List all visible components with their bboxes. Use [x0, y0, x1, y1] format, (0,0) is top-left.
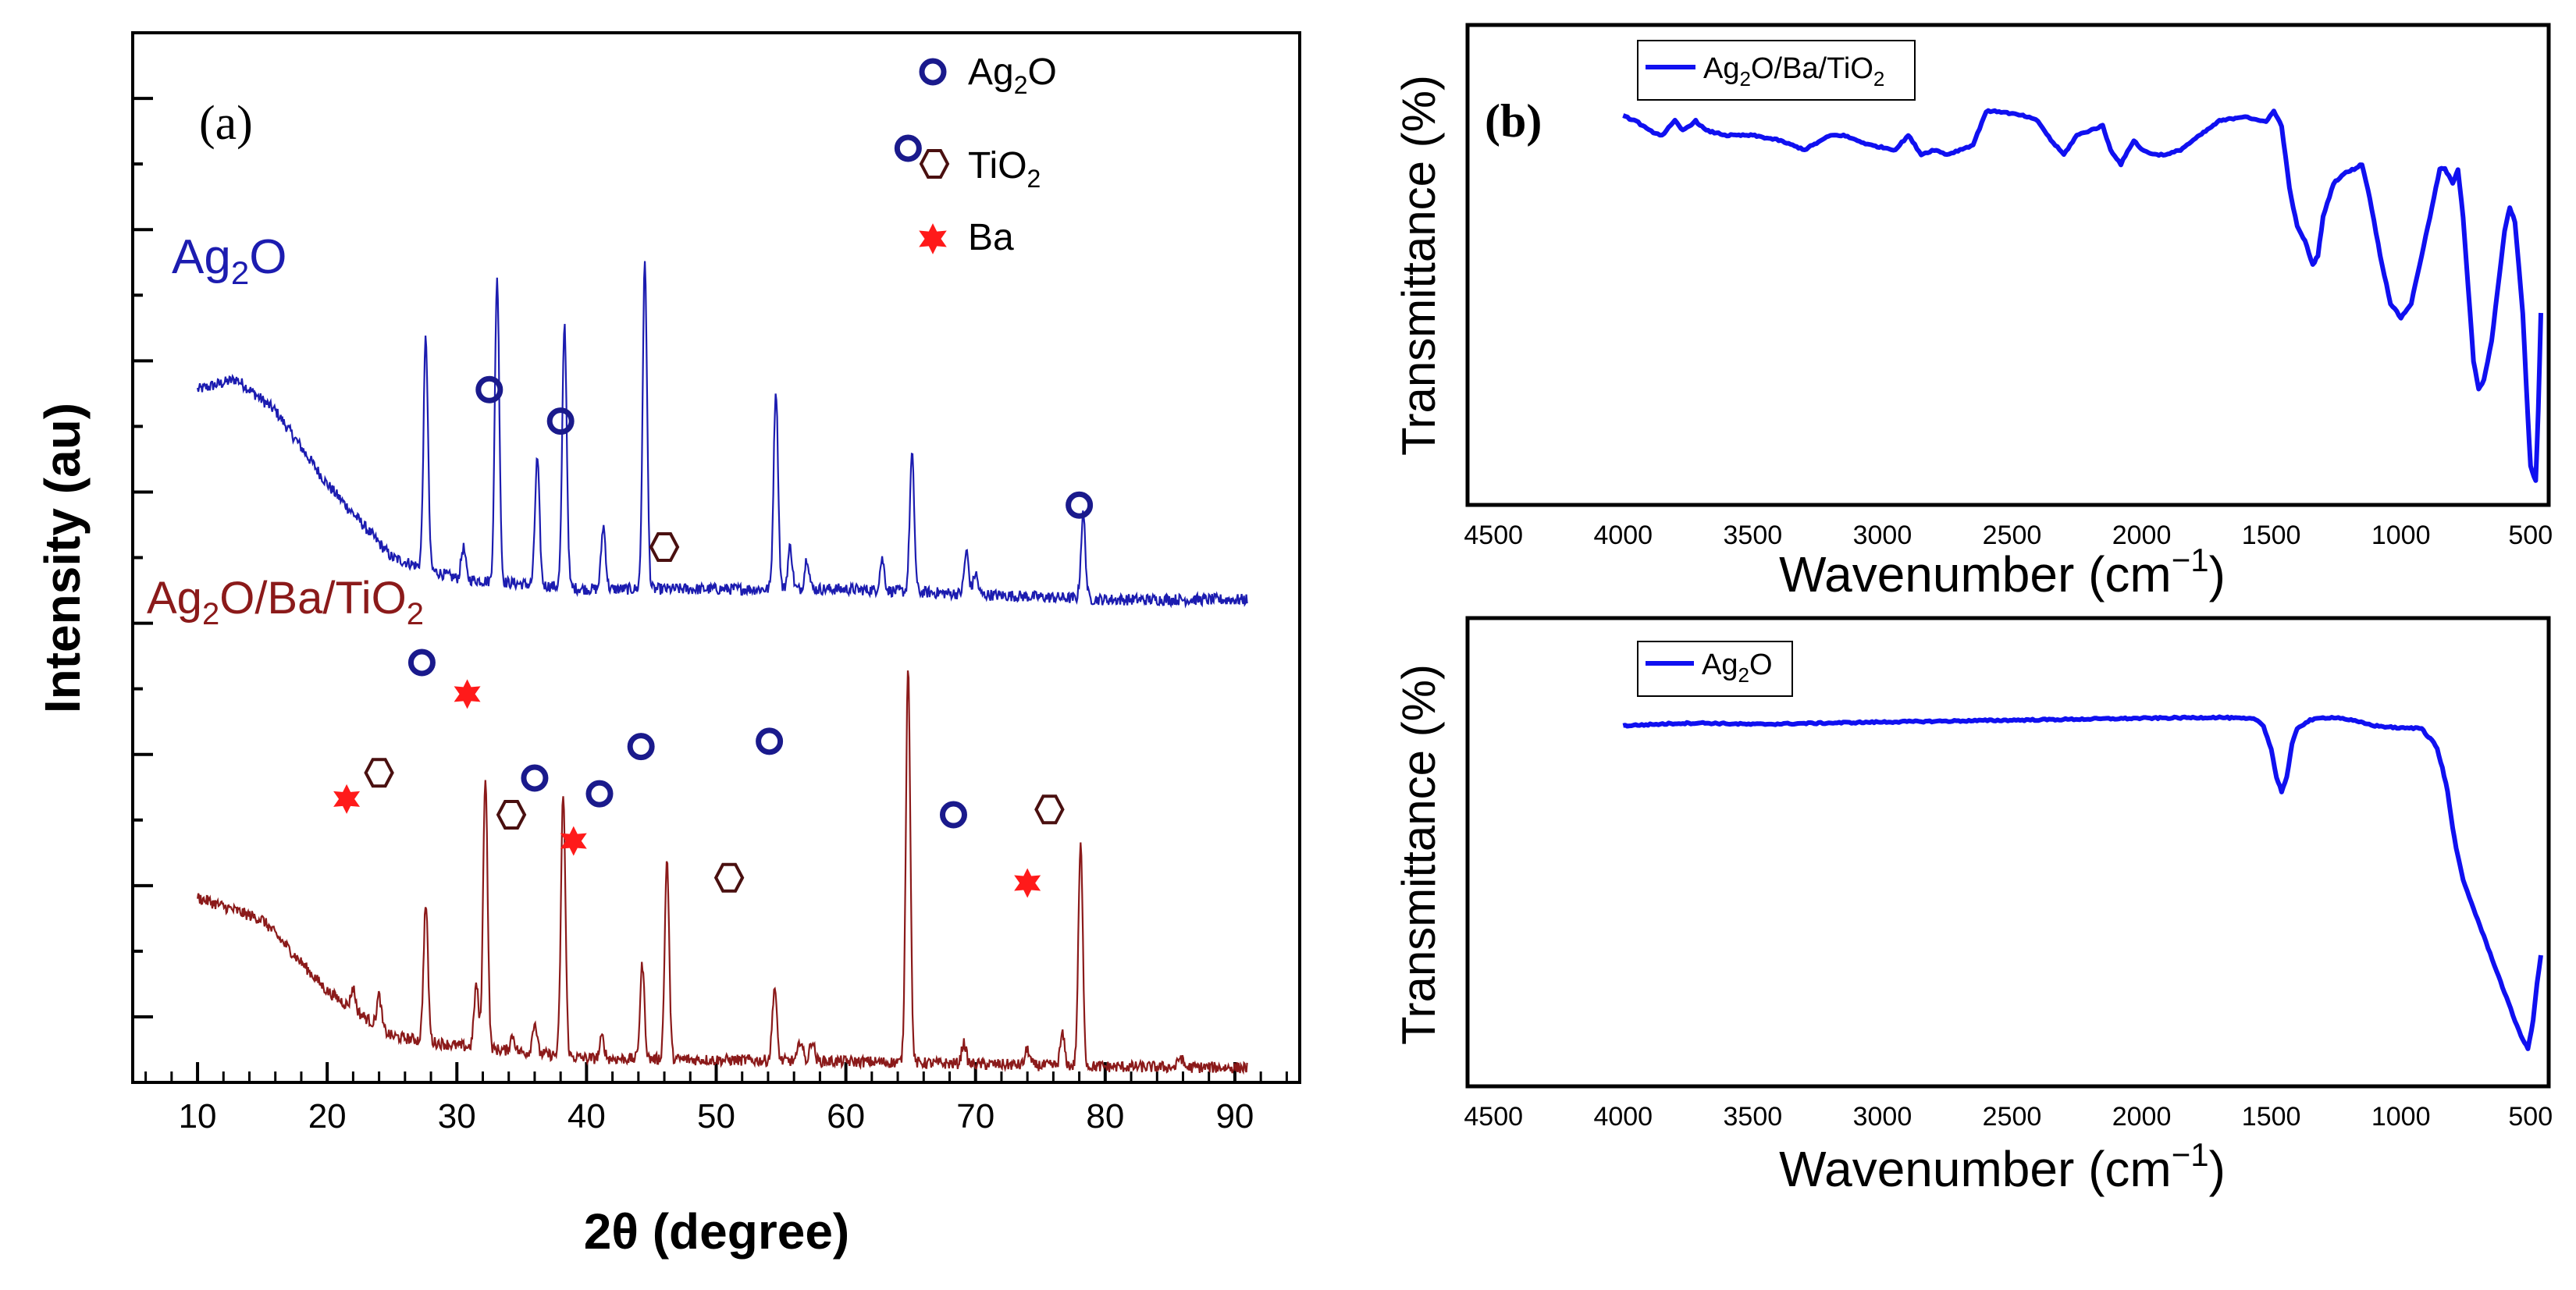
xrd-hexagon-marker	[649, 532, 680, 563]
xrd-series-lines	[197, 261, 1248, 1075]
xrd-series-line-ag2o	[197, 261, 1248, 609]
ftir-ag2o-series-line	[1622, 714, 2543, 1051]
ftir-composite-x-tick-label: 1000	[2371, 521, 2431, 550]
ftir-ag2o-x-tick-label: 2000	[2112, 1102, 2172, 1132]
xrd-series-line-composite	[197, 670, 1248, 1075]
xrd-plot-frame	[131, 31, 1301, 1084]
ftir-composite-x-ticks: 4500 4000 3500 3000 2500 2000 1500 1000 500	[1464, 521, 2553, 550]
xrd-hexagon-marker	[714, 862, 745, 893]
xrd-x-tick-label: 60	[827, 1097, 865, 1135]
xrd-circle-marker	[942, 804, 964, 826]
xrd-circle-marker	[630, 736, 652, 758]
legend-box	[1637, 40, 1916, 101]
ftir-ag2o-x-tick-label: 3500	[1724, 1102, 1783, 1132]
legend-label-tio2: TiO2	[968, 145, 1041, 193]
ftir-ag2o-panel: 4500 4000 3500 3000 2500 2000 1500 1000 500 Ag2O…	[1393, 616, 2553, 1197]
ftir-composite-x-tick-label: 1500	[2242, 521, 2301, 550]
xrd-circle-marker	[589, 783, 610, 805]
series-label-ag2o: Ag2O	[172, 230, 286, 291]
star-marker-icon	[919, 223, 947, 254]
xrd-legend: Ag2O TiO2 Ba	[919, 52, 1057, 258]
ftir-composite-y-axis-label: Transmittance (%)	[1393, 75, 1445, 456]
xrd-x-ticks: 10 20 30 40 50 60 70 80 90	[144, 1062, 1288, 1135]
xrd-circle-marker	[411, 652, 432, 673]
xrd-circle-marker	[479, 378, 500, 400]
ftir-composite-panel: 4500 4000 3500 3000 2500 2000 1500 1000 500 (b) …	[1393, 23, 2553, 602]
ftir-ag2o-x-tick-label: 2500	[1983, 1102, 2042, 1132]
ftir-composite-x-tick-label: 4500	[1464, 521, 1523, 550]
ftir-ag2o-y-axis-label: Transmittance (%)	[1393, 664, 1445, 1045]
ftir-composite-x-tick-label: 4000	[1593, 521, 1653, 550]
legend-label-ag2o: Ag2O	[968, 52, 1057, 99]
xrd-hexagon-marker	[1034, 794, 1065, 825]
ftir-ag2o-x-tick-label: 3000	[1853, 1102, 1912, 1132]
ftir-ag2o-x-tick-label: 500	[2508, 1102, 2553, 1132]
xrd-hexagon-marker	[496, 800, 527, 830]
xrd-circle-marker	[897, 137, 919, 159]
xrd-circle-marker	[1069, 494, 1091, 516]
xrd-x-tick-label: 80	[1086, 1097, 1124, 1135]
ftir-ag2o-legend-label: Ag2O	[1702, 649, 1773, 687]
xrd-star-marker	[1014, 868, 1041, 898]
ftir-composite-x-tick-label: 3000	[1853, 521, 1912, 550]
ftir-ag2o-x-tick-label: 4500	[1464, 1102, 1523, 1132]
ftir-composite-x-tick-label: 2000	[2112, 521, 2172, 550]
ftir-ag2o-plot-frame	[1465, 616, 2551, 1089]
xrd-x-tick-label: 50	[697, 1097, 735, 1135]
ftir-ag2o-legend: Ag2O	[1637, 641, 1793, 697]
circle-marker-icon	[922, 61, 944, 83]
ftir-composite-series-line	[1622, 108, 2543, 483]
ftir-composite-legend: Ag2O/Ba/TiO2	[1637, 40, 1916, 101]
ftir-composite-x-tick-label: 2500	[1983, 521, 2042, 550]
ftir-ag2o-x-ticks: 4500 4000 3500 3000 2500 2000 1500 1000 500	[1464, 1102, 2553, 1132]
xrd-star-marker	[454, 679, 481, 709]
ftir-composite-legend-label: Ag2O/Ba/TiO2	[1703, 52, 1884, 91]
ftir-panel-label: (b)	[1485, 95, 1542, 147]
ftir-ag2o-x-tick-label: 4000	[1593, 1102, 1653, 1132]
ftir-ag2o-x-tick-label: 1000	[2371, 1102, 2431, 1132]
xrd-x-tick-label: 10	[179, 1097, 217, 1135]
ftir-composite-series-line	[1622, 108, 2543, 483]
xrd-x-axis-label: 2θ (degree)	[584, 1203, 849, 1260]
ftir-composite-x-tick-label: 500	[2508, 521, 2553, 550]
xrd-x-tick-label: 90	[1215, 1097, 1254, 1135]
legend-label-ba: Ba	[968, 217, 1014, 258]
ftir-ag2o-series-line	[1622, 714, 2543, 1051]
xrd-y-ticks	[133, 31, 153, 1084]
ftir-ag2o-x-tick-label: 1500	[2242, 1102, 2301, 1132]
xrd-circle-marker	[524, 767, 546, 789]
xrd-x-tick-label: 40	[568, 1097, 606, 1135]
legend-entry-ba: Ba	[919, 217, 1014, 258]
hexagon-marker-icon	[920, 149, 949, 179]
legend-entry-tio2: TiO2	[920, 145, 1041, 193]
legend-entry-ag2o: Ag2O	[922, 52, 1057, 99]
xrd-x-tick-label: 30	[438, 1097, 476, 1135]
xrd-circle-marker	[759, 730, 781, 752]
xrd-circle-marker	[550, 410, 571, 432]
xrd-y-axis-label: Intensity (au)	[34, 403, 91, 713]
xrd-x-tick-label: 70	[956, 1097, 994, 1135]
xrd-x-tick-label: 20	[308, 1097, 347, 1135]
ftir-composite-x-axis-label: Wavenumber (cm−1)	[1779, 542, 2226, 602]
xrd-hexagon-marker	[364, 758, 394, 788]
ftir-ag2o-x-axis-label: Wavenumber (cm−1)	[1779, 1136, 2226, 1197]
legend-box	[1637, 641, 1793, 697]
xrd-star-marker	[333, 784, 361, 814]
series-label-composite: Ag2O/Ba/TiO2	[147, 573, 424, 631]
ftir-composite-plot-frame	[1465, 23, 2551, 507]
ftir-composite-x-tick-label: 3500	[1724, 521, 1783, 550]
xrd-panel: 10 20 30 40 50 60 70 80 90 (a) Ag2O TiO2 Ba Ag2O…	[34, 31, 1301, 1260]
xrd-panel-label: (a)	[199, 97, 253, 150]
